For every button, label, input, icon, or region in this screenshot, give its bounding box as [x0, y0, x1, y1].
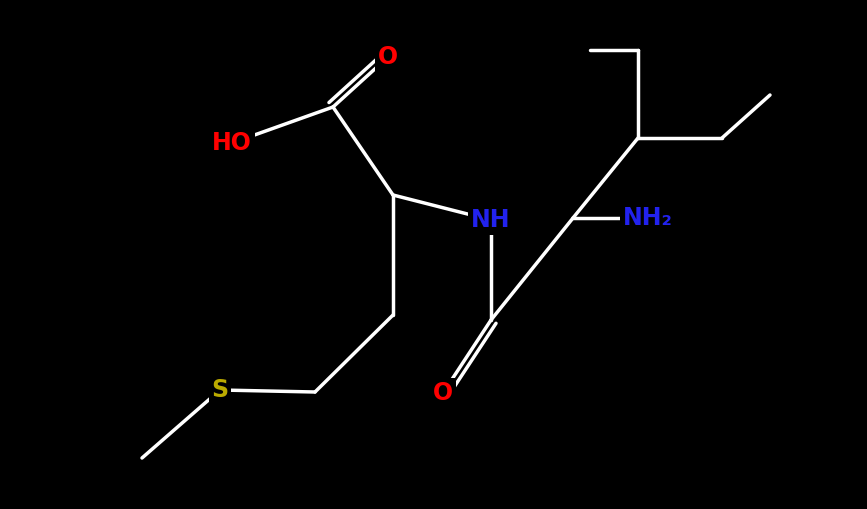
Text: HO: HO: [212, 131, 252, 155]
Text: NH₂: NH₂: [623, 206, 673, 230]
Text: S: S: [212, 378, 229, 402]
Text: O: O: [378, 45, 398, 69]
Text: O: O: [433, 381, 453, 405]
Text: NH: NH: [472, 208, 511, 232]
